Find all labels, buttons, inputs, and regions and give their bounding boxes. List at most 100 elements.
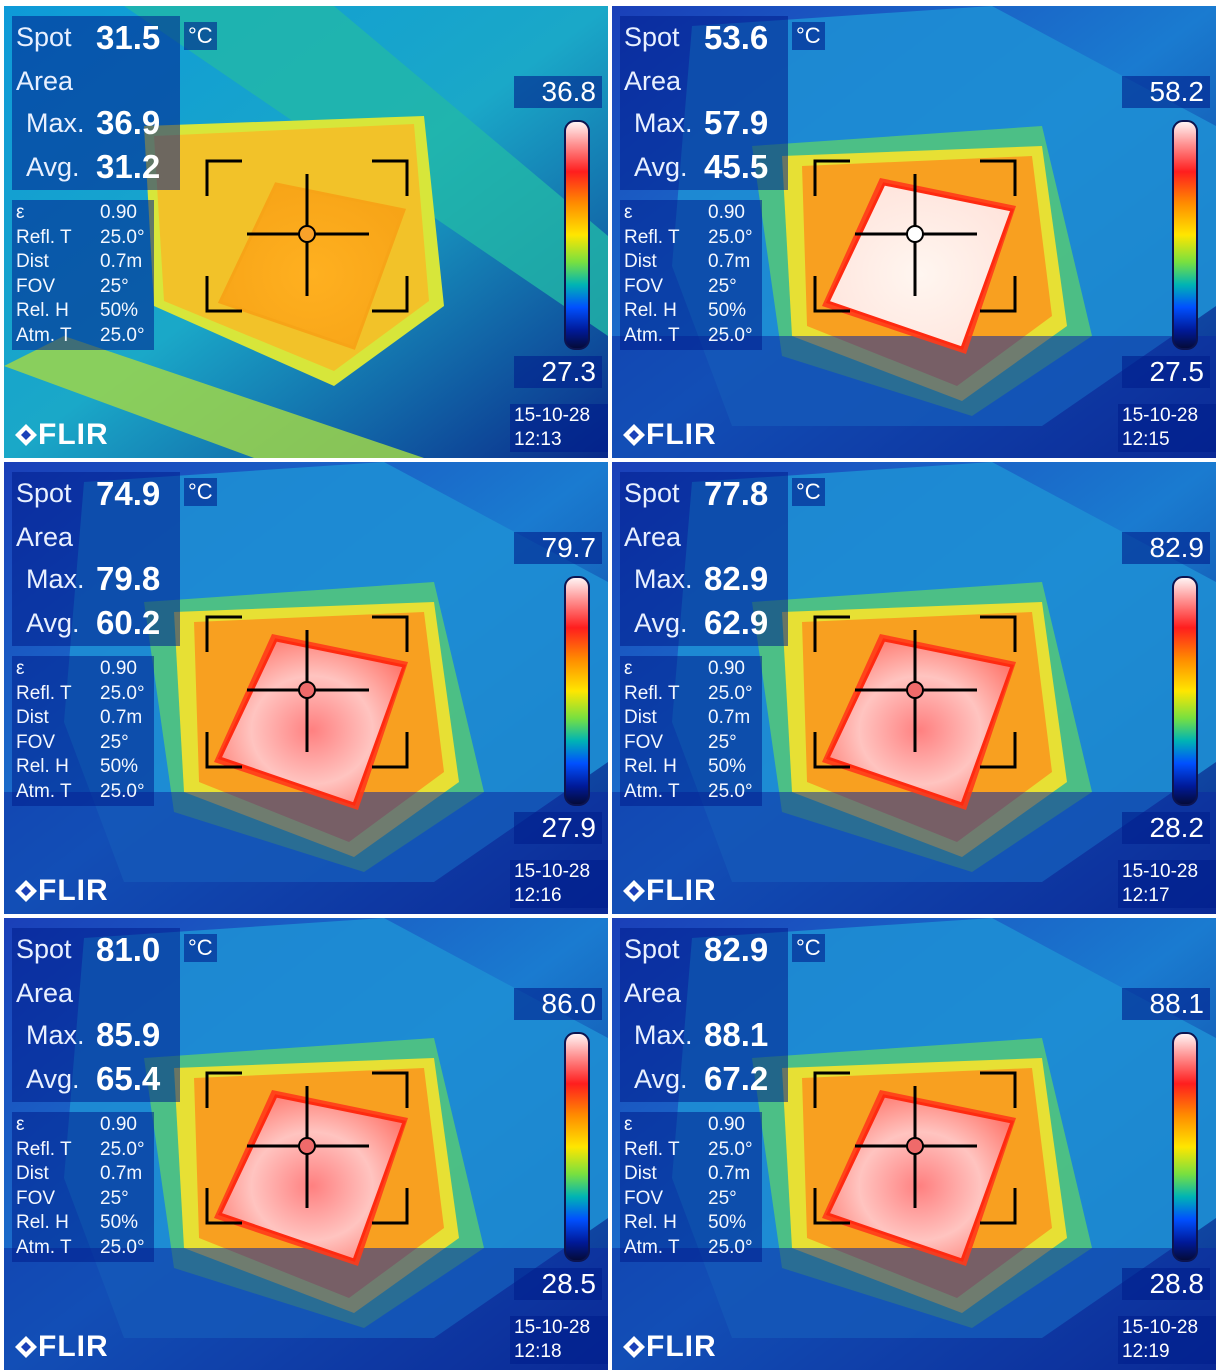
- color-scale-bar: [564, 1032, 590, 1262]
- spot-value: 77.8: [704, 475, 769, 512]
- color-scale-bar: [1172, 576, 1198, 806]
- measurement-readout: [12, 16, 180, 190]
- parameter-value: 50%: [708, 300, 747, 321]
- parameter-label: Dist: [624, 1163, 657, 1184]
- timestamp: 15-10-28 12:16: [510, 860, 608, 908]
- avg-value: 65.4: [96, 1060, 161, 1097]
- parameter-value: 0.90: [100, 658, 137, 679]
- temperature-unit: °C: [792, 478, 825, 506]
- parameter-label: Atm. T: [16, 780, 72, 802]
- flir-logo-icon: [15, 424, 37, 446]
- brand-text: FLIR: [646, 874, 717, 907]
- parameter-label: Rel. H: [624, 1212, 677, 1233]
- flir-logo: FLIR: [622, 418, 717, 452]
- spot-value: 74.9: [96, 475, 161, 512]
- color-scale-bar: [564, 576, 590, 806]
- spot-value: 82.9: [704, 931, 769, 968]
- parameter-value: 25.0°: [100, 324, 145, 346]
- color-scale-bar: [564, 120, 590, 350]
- date-text: 15-10-28: [514, 1317, 591, 1338]
- thermal-image-panel: Spot 74.9 Area Max. 79.8 Avg. 60.2 °C ε 0.90 Refl.…: [4, 462, 608, 914]
- temperature-unit: °C: [792, 22, 825, 50]
- parameter-value: 25.0°: [708, 1236, 753, 1258]
- brand-text: FLIR: [38, 1330, 109, 1363]
- timestamp: 15-10-28 12:15: [1118, 404, 1216, 452]
- avg-value: 67.2: [704, 1060, 769, 1097]
- thermal-image-panel: Spot 77.8 Area Max. 82.9 Avg. 62.9 °C ε 0.90 Refl.…: [612, 462, 1216, 914]
- parameter-value: 25.0°: [100, 682, 145, 704]
- area-label: Area: [16, 978, 74, 1008]
- scale-max: 88.1: [1122, 988, 1210, 1020]
- thermal-image-panel: Spot 81.0 Area Max. 85.9 Avg. 65.4 °C ε 0.90 Refl.…: [4, 918, 608, 1370]
- parameter-label: Refl. T: [16, 682, 72, 704]
- parameter-value: 0.7m: [708, 251, 751, 272]
- parameter-label: Rel. H: [16, 300, 69, 321]
- parameter-label: ε: [624, 658, 633, 679]
- parameter-label: FOV: [16, 275, 56, 297]
- max-value: 57.9: [704, 104, 769, 141]
- parameter-label: Dist: [16, 707, 49, 728]
- brand-text: FLIR: [38, 874, 109, 907]
- flir-logo: FLIR: [14, 418, 109, 452]
- max-value: 82.9: [704, 560, 769, 597]
- scale-min: 28.2: [1122, 812, 1210, 844]
- camera-parameters: [12, 656, 154, 806]
- scale-min: 27.9: [514, 812, 602, 844]
- thermal-image-panel: Spot 31.5 Area Max. 36.9 Avg. 31.2 °C ε 0.90 Refl.…: [4, 6, 608, 458]
- measurement-readout: [12, 472, 180, 646]
- measurement-crosshair: [813, 159, 1017, 313]
- parameter-value: 25.0°: [708, 682, 753, 704]
- parameter-label: ε: [624, 202, 633, 223]
- measurement-crosshair: [205, 159, 409, 313]
- avg-value: 60.2: [96, 604, 161, 641]
- parameter-value: 50%: [100, 756, 139, 777]
- temperature-unit: °C: [184, 22, 217, 50]
- parameter-label: Rel. H: [16, 1212, 69, 1233]
- parameter-value: 0.7m: [100, 251, 143, 272]
- parameter-value: 25.0°: [708, 226, 753, 248]
- time-text: 12:16: [514, 885, 562, 906]
- parameter-label: Atm. T: [624, 324, 680, 346]
- parameter-value: 0.90: [708, 658, 745, 679]
- parameter-label: FOV: [624, 731, 664, 753]
- scale-max: 82.9: [1122, 532, 1210, 564]
- max-label: Max.: [634, 564, 693, 594]
- spot-value: 81.0: [96, 931, 161, 968]
- thermal-image-grid: Spot 31.5 Area Max. 36.9 Avg. 31.2 °C ε 0.90 Refl.…: [4, 6, 1216, 1370]
- max-value: 79.8: [96, 560, 161, 597]
- parameter-value: 25°: [708, 275, 737, 297]
- parameter-label: Dist: [624, 251, 657, 272]
- parameter-value: 25.0°: [100, 226, 145, 248]
- parameter-label: Rel. H: [624, 756, 677, 777]
- timestamp: 15-10-28 12:13: [510, 404, 608, 452]
- thermal-scene: [4, 6, 608, 458]
- max-label: Max.: [26, 564, 85, 594]
- parameter-label: Refl. T: [624, 226, 680, 248]
- spot-label: Spot: [624, 22, 680, 52]
- date-text: 15-10-28: [1122, 1317, 1199, 1338]
- thermal-scene: [4, 918, 608, 1370]
- parameter-value: 25°: [708, 731, 737, 753]
- date-text: 15-10-28: [514, 405, 591, 426]
- max-label: Max.: [634, 1020, 693, 1050]
- parameter-label: Rel. H: [624, 300, 677, 321]
- parameter-label: ε: [16, 202, 25, 223]
- avg-label: Avg.: [634, 608, 688, 638]
- parameter-label: Rel. H: [16, 756, 69, 777]
- brand-text: FLIR: [646, 1330, 717, 1363]
- area-label: Area: [16, 66, 74, 96]
- avg-label: Avg.: [634, 152, 688, 182]
- parameter-label: Dist: [16, 1163, 49, 1184]
- spot-label: Spot: [16, 22, 72, 52]
- area-label: Area: [16, 522, 74, 552]
- max-value: 36.9: [96, 104, 161, 141]
- parameter-value: 25°: [708, 1187, 737, 1209]
- time-text: 12:19: [1122, 1341, 1170, 1362]
- parameter-label: ε: [16, 658, 25, 679]
- measurement-readout: [12, 928, 180, 1102]
- max-label: Max.: [634, 108, 693, 138]
- measurement-crosshair: [813, 1071, 1017, 1225]
- camera-parameters: [620, 656, 762, 806]
- parameter-label: FOV: [16, 731, 56, 753]
- brand-text: FLIR: [646, 418, 717, 451]
